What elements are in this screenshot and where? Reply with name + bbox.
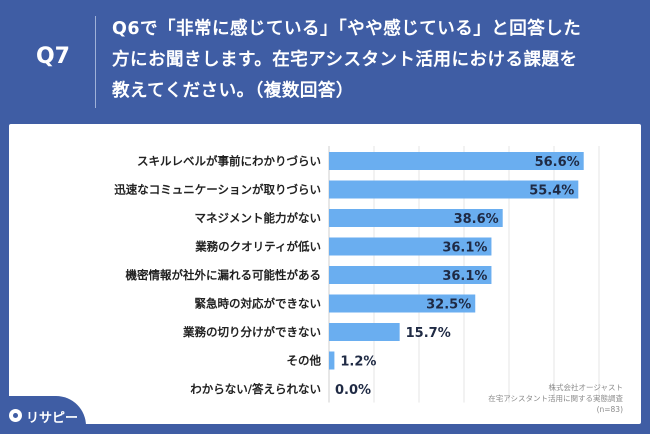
value-label: 1.2% xyxy=(340,355,376,370)
category-label: 業務のクオリティが低い xyxy=(194,240,321,254)
bar xyxy=(329,323,400,341)
question-number: Q7 xyxy=(35,44,70,69)
source-note-sample: (n=83) xyxy=(596,405,623,414)
bar-chart: スキルレベルが事前にわかりづらい 56.6% 迅速なコミュニケーションが取りづらい 5… xyxy=(114,146,600,403)
category-label: 迅速なコミュニケーションが取りづらい xyxy=(114,183,321,197)
category-label: わからない/答えられない xyxy=(190,382,321,396)
value-label: 0.0% xyxy=(335,383,371,398)
value-label: 32.5% xyxy=(426,298,471,313)
header: Q7 Q6で「非常に感じている」「やや感じている」と回答した 方にお聞きします。… xyxy=(0,0,650,122)
category-label: スキルレベルが事前にわかりづらい xyxy=(137,154,321,168)
value-label: 38.6% xyxy=(454,212,499,227)
value-label: 36.1% xyxy=(442,241,487,256)
question-line-3: 教えてください。（複数回答） xyxy=(112,81,354,101)
value-label: 55.4% xyxy=(529,184,574,199)
category-label: その他 xyxy=(287,354,322,368)
logo-text: リサピー xyxy=(26,411,79,426)
value-label: 56.6% xyxy=(535,155,580,170)
bar xyxy=(329,237,492,256)
bar xyxy=(329,209,503,227)
bar xyxy=(329,294,476,313)
question-line-1: Q6で「非常に感じている」「やや感じている」と回答した xyxy=(112,19,582,39)
chart-panel: スキルレベルが事前にわかりづらい 56.6% 迅速なコミュニケーションが取りづらい 5… xyxy=(9,124,641,424)
bar xyxy=(329,180,579,199)
category-label: 業務の切り分けができない xyxy=(182,325,321,339)
bar xyxy=(329,152,584,170)
brand-logo: リサピー xyxy=(0,396,86,434)
bar xyxy=(329,266,492,284)
value-label: 15.7% xyxy=(406,326,451,341)
source-note-survey: 在宅アシスタント活用に関する実態調査 xyxy=(488,394,623,403)
bar xyxy=(329,351,335,370)
source-note: 株式会社オージャスト 在宅アシスタント活用に関する実態調査 (n=83) xyxy=(488,382,623,415)
question-line-2: 方にお聞きします。在宅アシスタント活用における課題を xyxy=(112,50,578,70)
category-label: 緊急時の対応ができない xyxy=(195,297,322,311)
category-label: 機密情報が社外に漏れる可能性がある xyxy=(126,268,322,282)
source-note-company: 株式会社オージャスト xyxy=(548,383,623,392)
header-divider xyxy=(95,16,96,108)
logo-icon xyxy=(9,409,22,422)
value-label: 36.1% xyxy=(442,269,487,284)
category-label: マネジメント能力がない xyxy=(195,211,322,225)
question-text: Q6で「非常に感じている」「やや感じている」と回答した 方にお聞きします。在宅ア… xyxy=(112,14,632,107)
